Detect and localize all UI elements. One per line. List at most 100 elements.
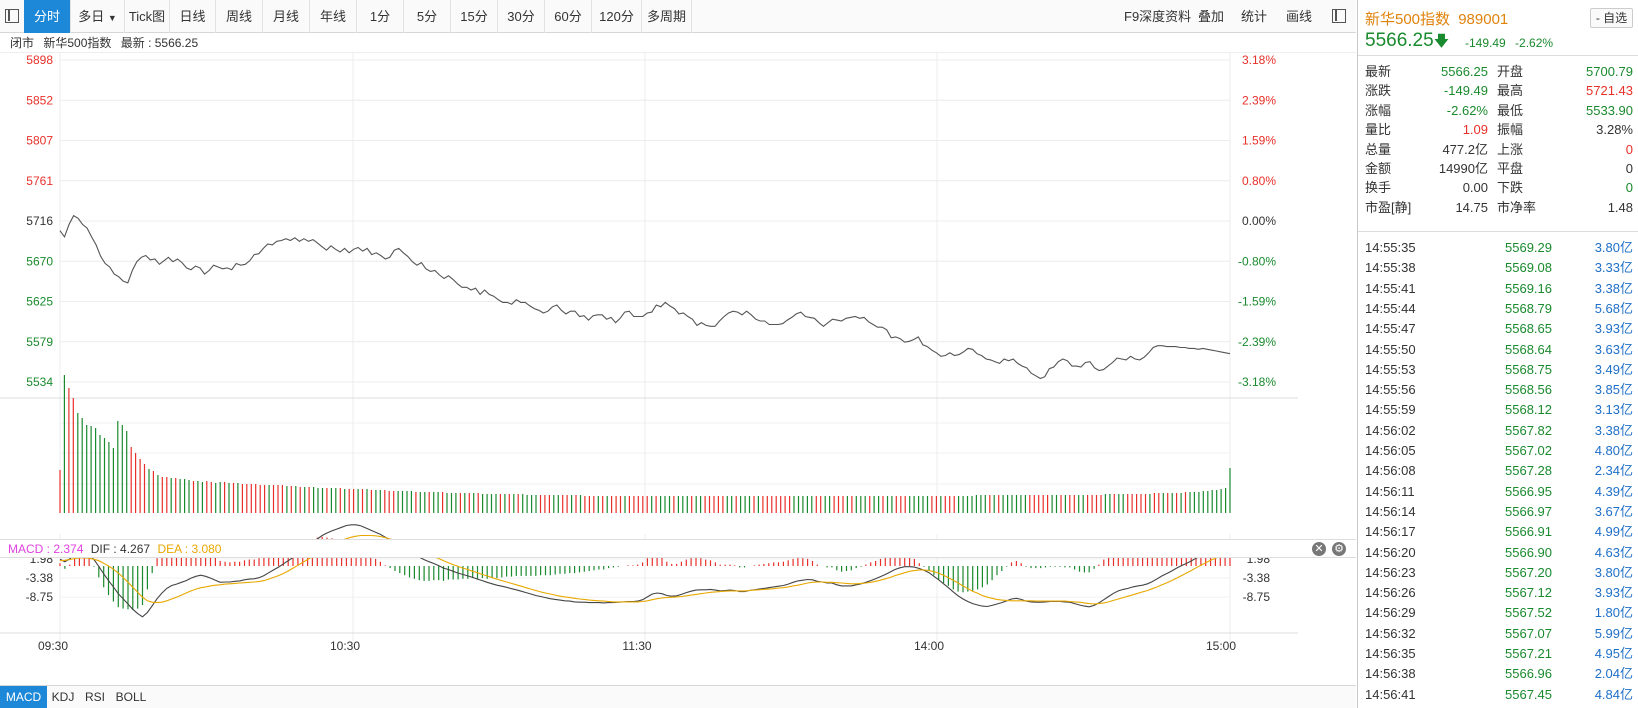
stat-label: 量比 <box>1365 122 1392 138</box>
change-percent: -2.62% <box>1515 36 1554 50</box>
tab-60min[interactable]: 60分 <box>545 0 592 33</box>
stat-value: 0 <box>1625 161 1633 176</box>
percent-axis-right: 3.18% 2.39% 1.59% 0.80% 0.00% -0.80% -1.59% -2.… <box>1238 53 1276 389</box>
stat-label: 涨幅 <box>1365 102 1392 118</box>
stat-label: 平盘 <box>1497 161 1524 176</box>
tab-15min[interactable]: 15分 <box>451 0 498 33</box>
price-tick: 5761 <box>26 174 53 188</box>
price-line <box>59 214 1231 380</box>
percent-tick: -1.59% <box>1238 295 1276 309</box>
gear-icon[interactable]: ⚙ <box>1332 542 1346 556</box>
tick-volume: 3.93亿 <box>1594 321 1633 337</box>
price-tick: 5807 <box>26 134 53 148</box>
tab-weekly[interactable]: 周线 <box>216 0 263 33</box>
stat-value: 0 <box>1625 141 1633 157</box>
tab-daily[interactable]: 日线 <box>170 0 216 33</box>
draw-button[interactable]: 画线 <box>1286 9 1313 24</box>
tab-rsi[interactable]: RSI <box>84 690 105 704</box>
tick-time: 14:56:05 <box>1365 443 1416 458</box>
time-label: 10:30 <box>330 639 360 653</box>
tick-row: 14:55:38 5569.08 3.33亿 <box>1358 258 1638 278</box>
panel-toggle-icon[interactable] <box>1332 9 1346 23</box>
percent-tick: 0.00% <box>1242 214 1276 228</box>
time-label: 15:00 <box>1206 639 1236 653</box>
tick-price: 5568.79 <box>1505 300 1552 316</box>
volume-bars <box>59 375 1231 513</box>
tick-row: 14:56:05 5567.02 4.80亿 <box>1358 441 1638 461</box>
tab-intraday[interactable]: 分时 <box>24 0 71 33</box>
tick-price: 5566.97 <box>1505 503 1552 519</box>
tick-time: 14:55:38 <box>1365 260 1416 276</box>
divider <box>1358 231 1638 232</box>
tick-time: 14:56:08 <box>1365 463 1416 479</box>
tick-row: 14:56:26 5567.12 3.93亿 <box>1358 583 1638 603</box>
tick-volume: 1.80亿 <box>1594 605 1633 621</box>
tab-5min[interactable]: 5分 <box>404 0 451 33</box>
stats-row: 换手 0.00 下跌 0 <box>1358 178 1638 198</box>
market-status: 闭市 <box>10 36 35 50</box>
tab-monthly[interactable]: 月线 <box>263 0 310 33</box>
stats-button[interactable]: 统计 <box>1241 9 1268 24</box>
tab-30min[interactable]: 30分 <box>498 0 545 33</box>
info-bar: 闭市 新华500指数 最新 : 5566.25 <box>0 33 1356 53</box>
stat-label: 最高 <box>1497 83 1524 99</box>
tick-price: 5567.02 <box>1505 443 1552 458</box>
tab-tick[interactable]: Tick图 <box>125 0 170 33</box>
tick-row: 14:56:41 5567.45 4.84亿 <box>1358 685 1638 705</box>
tick-row: 14:55:50 5568.64 3.63亿 <box>1358 340 1638 360</box>
period-toolbar: 分时 多日 ▼ Tick图 日线 周线 月线 年线 1分 5分 15分 30分 … <box>0 0 1356 33</box>
tick-volume: 4.80亿 <box>1594 443 1633 458</box>
stats-row: 涨幅 -2.62% 最低 5533.90 <box>1358 101 1638 121</box>
security-title: 新华500指数 989001 <box>1365 8 1512 29</box>
sidebar-toggle-icon[interactable] <box>5 9 19 23</box>
overlay-button[interactable]: 叠加 <box>1198 9 1225 24</box>
intraday-chart[interactable]: 5898 5852 5807 5761 5716 5670 5625 5579 5534 3.1… <box>0 53 1356 685</box>
tab-1min[interactable]: 1分 <box>357 0 404 33</box>
tick-volume: 3.13亿 <box>1594 402 1633 418</box>
tick-row: 14:56:02 5567.82 3.38亿 <box>1358 421 1638 441</box>
tick-price: 5567.07 <box>1505 625 1552 641</box>
tick-volume: 2.34亿 <box>1594 463 1633 479</box>
price-axis-left: 5898 5852 5807 5761 5716 5670 5625 5579 5534 <box>26 53 53 389</box>
tab-multi-day-label: 多日 <box>78 9 105 24</box>
tick-row: 14:56:23 5567.20 3.80亿 <box>1358 563 1638 583</box>
stat-label: 市盈[静] <box>1365 199 1412 215</box>
stat-label: 开盘 <box>1497 64 1524 79</box>
tab-multi-period[interactable]: 多周期 <box>642 0 692 33</box>
tick-price: 5566.95 <box>1505 483 1552 499</box>
stat-value: 5533.90 <box>1586 102 1633 118</box>
tab-yearly[interactable]: 年线 <box>310 0 357 33</box>
tick-price: 5567.45 <box>1505 686 1552 702</box>
f9-data-button[interactable]: F9深度资料 <box>1124 9 1192 24</box>
tick-volume: 3.67亿 <box>1594 503 1633 519</box>
tick-time: 14:55:35 <box>1365 240 1416 255</box>
stat-value: 3.28% <box>1596 122 1633 138</box>
tick-price: 5567.20 <box>1505 564 1552 580</box>
stat-label: 换手 <box>1365 180 1392 196</box>
tick-time: 14:55:41 <box>1365 280 1416 296</box>
tab-multi-day[interactable]: 多日 ▼ <box>71 0 125 33</box>
close-icon[interactable]: ✕ <box>1312 542 1326 556</box>
tick-price: 5569.08 <box>1505 260 1552 276</box>
tab-kdj[interactable]: KDJ <box>51 690 75 704</box>
tab-120min[interactable]: 120分 <box>592 0 642 33</box>
tick-price: 5566.90 <box>1505 544 1552 560</box>
tick-volume: 4.99亿 <box>1594 524 1633 540</box>
tab-boll[interactable]: BOLL <box>115 690 147 704</box>
tick-time: 14:55:50 <box>1365 341 1416 357</box>
tick-volume: 3.93亿 <box>1594 585 1633 601</box>
stats-row: 最新 5566.25 开盘 5700.79 <box>1358 62 1638 82</box>
stat-value: 0 <box>1625 180 1633 196</box>
stats-row: 涨跌 -149.49 最高 5721.43 <box>1358 81 1638 101</box>
percent-tick: 1.59% <box>1242 134 1276 148</box>
tick-time: 14:55:44 <box>1365 300 1416 316</box>
tick-time: 14:56:41 <box>1365 686 1416 702</box>
stat-value: 1.09 <box>1462 122 1488 138</box>
percent-tick: 0.80% <box>1242 174 1276 188</box>
stat-label: 金额 <box>1365 161 1392 176</box>
tab-macd[interactable]: MACD <box>0 686 47 708</box>
tick-time: 14:55:56 <box>1365 382 1416 398</box>
security-name: 新华500指数 <box>1365 11 1451 28</box>
stat-value: 14.75 <box>1455 199 1488 215</box>
remove-favorite-button[interactable]: - 自选 <box>1590 8 1633 28</box>
